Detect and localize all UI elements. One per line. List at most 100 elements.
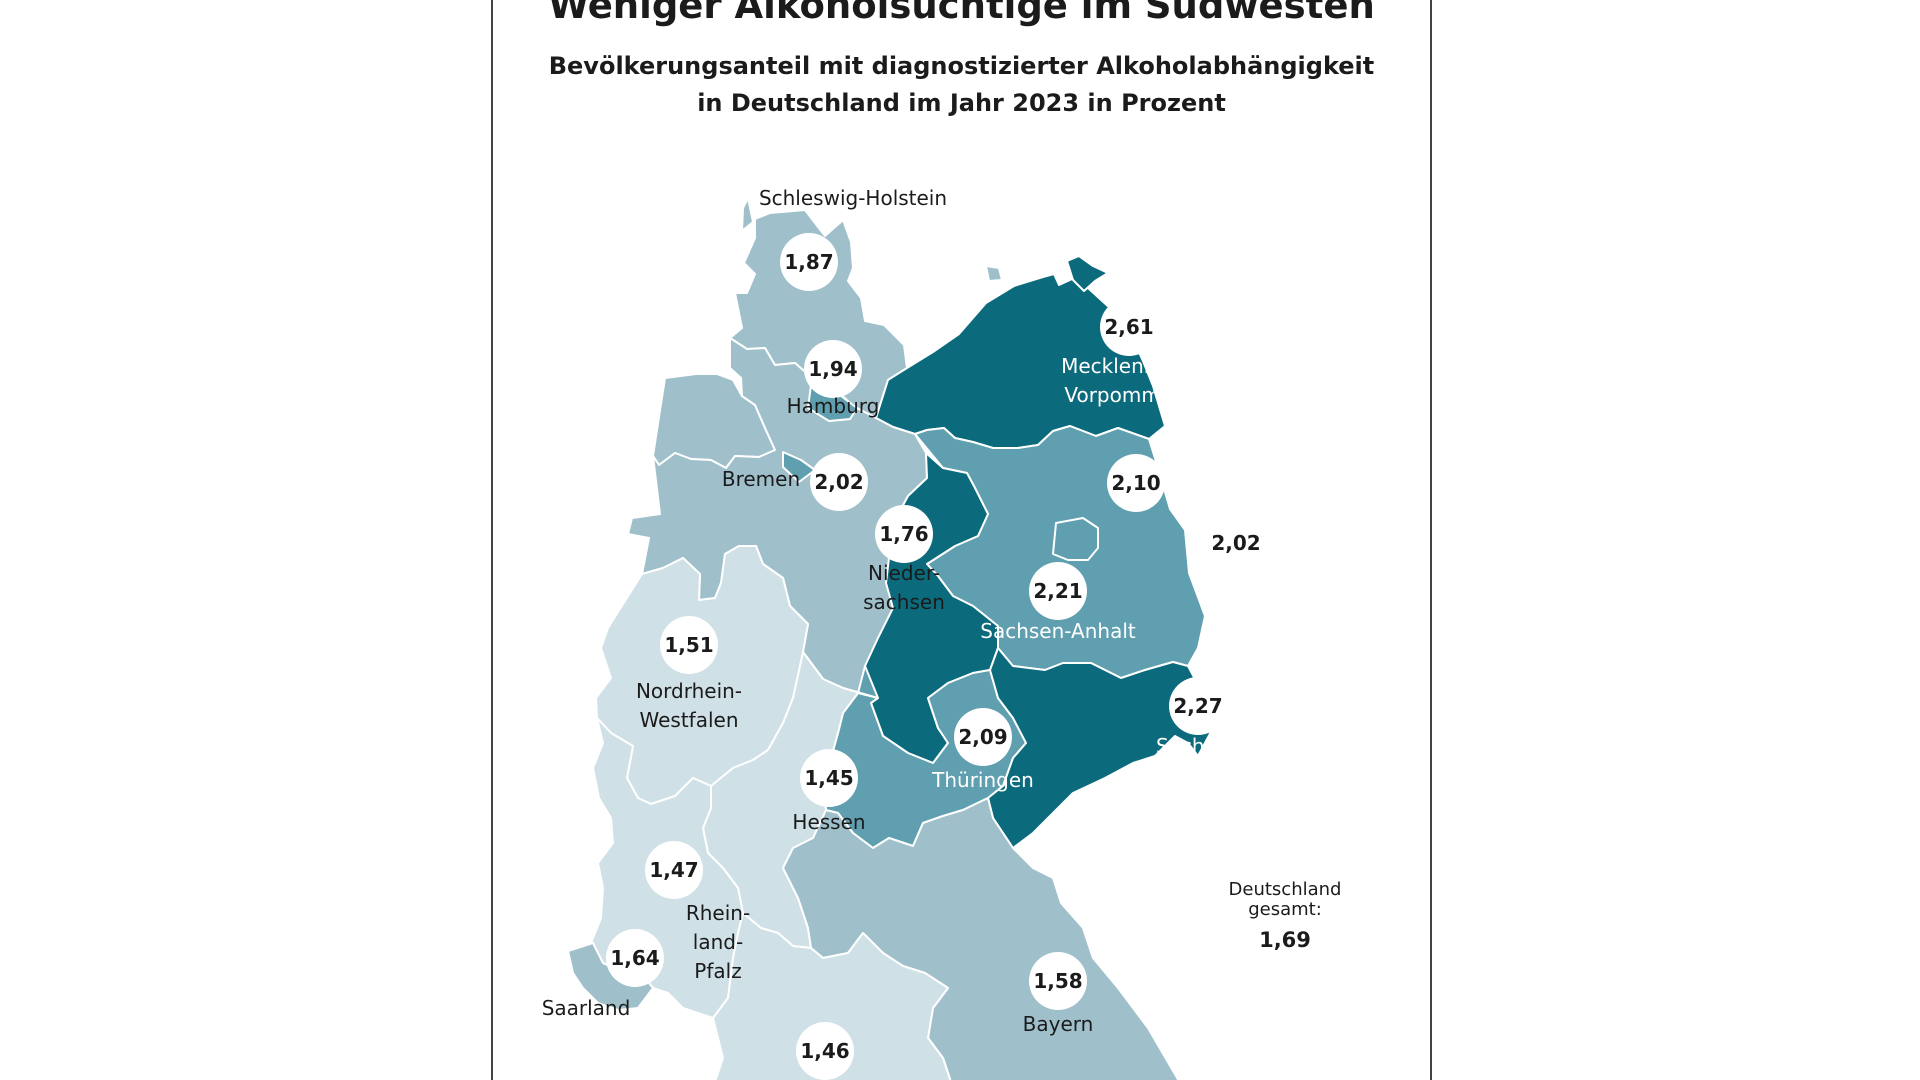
state-label-hamburg: Hamburg xyxy=(787,394,880,418)
value-text: 2,27 xyxy=(1173,694,1222,718)
state-label-thueringen: Thüringen xyxy=(931,768,1034,792)
value-badge-niedersachsen: 1,76 xyxy=(875,505,933,563)
region-schleswig-island xyxy=(741,197,754,232)
value-text: 1,64 xyxy=(610,946,659,970)
value-badge-hamburg: 1,94 xyxy=(804,340,862,398)
state-label-line: Sachsen xyxy=(1156,734,1240,758)
value-text: 1,94 xyxy=(808,357,857,381)
state-label-line: land- xyxy=(693,930,743,954)
state-label-line: Berlin xyxy=(1207,572,1265,596)
value-badge-mecklenburg-vorpommern: 2,61 xyxy=(1100,298,1158,356)
value-text: 1,47 xyxy=(649,858,698,882)
region-berlin xyxy=(1052,517,1099,561)
value-badge-sachsen-anhalt: 2,21 xyxy=(1029,562,1087,620)
value-text: 1,58 xyxy=(1033,969,1082,993)
value-text: 1,46 xyxy=(800,1039,849,1063)
value-badge-circle xyxy=(800,749,858,807)
state-label-sachsen-anhalt: Sachsen-Anhalt xyxy=(980,619,1136,643)
value-text: 2,02 xyxy=(1211,531,1260,555)
value-badge-thueringen: 2,09 xyxy=(954,708,1012,766)
value-badge-circle xyxy=(810,453,868,511)
value-badge-circle xyxy=(606,929,664,987)
value-text: 1,45 xyxy=(804,766,853,790)
region-fehmarn xyxy=(985,265,1003,282)
state-label-line: Bayern xyxy=(1023,1012,1094,1036)
value-text: 1,76 xyxy=(879,522,928,546)
state-label-line: Rhein- xyxy=(686,901,750,925)
value-badge-circle xyxy=(1169,677,1227,735)
value-badge-sachsen: 2,27 xyxy=(1169,677,1227,735)
value-badge-schleswig-holstein: 1,87 xyxy=(780,233,838,291)
state-label-line: Vorpommern xyxy=(1064,383,1193,407)
state-label-line: Nordrhein- xyxy=(636,679,742,703)
state-label-line: Pfalz xyxy=(694,959,741,983)
region-ruegen xyxy=(1066,255,1109,292)
value-badge-saarland: 1,64 xyxy=(606,929,664,987)
region-sachsen xyxy=(987,647,1222,849)
state-label-brandenburg: Brandenburg xyxy=(1161,466,1292,490)
state-label-niedersachsen: Nieder-sachsen xyxy=(863,561,945,614)
value-badge-circle xyxy=(780,233,838,291)
state-label-bayern: Bayern xyxy=(1023,1012,1094,1036)
state-label-line: Hessen xyxy=(792,810,865,834)
value-badge-circle xyxy=(1207,514,1265,572)
state-label-line: Nieder- xyxy=(868,561,940,585)
value-badge-berlin: 2,02 xyxy=(1207,514,1265,572)
value-badge-circle xyxy=(1029,562,1087,620)
value-badge-circle xyxy=(804,340,862,398)
region-baden-wuerttemberg xyxy=(712,912,952,1080)
region-saarland xyxy=(567,942,654,1011)
state-label-line: Sachsen-Anhalt xyxy=(980,619,1136,643)
chart-title: Weniger Alkoholsüchtige im Südwesten xyxy=(548,0,1375,27)
value-text: 2,02 xyxy=(814,470,863,494)
state-label-line: sachsen xyxy=(863,590,945,614)
value-badge-hessen: 1,45 xyxy=(800,749,858,807)
value-badge-nordrhein-westfalen: 1,51 xyxy=(660,616,718,674)
value-badge-circle xyxy=(645,841,703,899)
state-label-line: Mecklenburg- xyxy=(1061,354,1197,378)
state-label-line: Brandenburg xyxy=(1161,466,1292,490)
value-badge-circle xyxy=(796,1022,854,1080)
chart-subtitle-line-2: in Deutschland im Jahr 2023 in Prozent xyxy=(697,89,1226,117)
state-label-line: Westfalen xyxy=(639,708,738,732)
total-block: Deutschland gesamt: 1,69 xyxy=(1215,879,1355,953)
state-label-schleswig-holstein: Schleswig-Holstein xyxy=(759,186,947,210)
value-badge-rheinland-pfalz: 1,47 xyxy=(645,841,703,899)
state-label-bremen: Bremen xyxy=(722,467,800,491)
total-value: 1,69 xyxy=(1259,928,1311,952)
value-text: 2,61 xyxy=(1104,315,1153,339)
infographic-frame: Weniger Alkoholsüchtige im Südwesten Bev… xyxy=(491,0,1432,1080)
value-badge-circle xyxy=(1100,298,1158,356)
value-text: 2,10 xyxy=(1111,471,1160,495)
value-text: 1,51 xyxy=(664,633,713,657)
state-label-hessen: Hessen xyxy=(792,810,865,834)
value-text: 2,09 xyxy=(958,725,1007,749)
value-badge-brandenburg: 2,10 xyxy=(1107,454,1165,512)
value-badge-circle xyxy=(875,505,933,563)
germany-map: 1,87 1,94 2,61 2,02 1,76 2,10 2,02 2,21 1,51 2,27… xyxy=(542,186,1292,1080)
value-badge-circle xyxy=(1029,952,1087,1010)
state-label-rheinland-pfalz: Rhein-land- Pfalz xyxy=(686,901,750,983)
region-bremen-city xyxy=(782,451,816,483)
state-label-sachsen: Sachsen xyxy=(1156,734,1240,758)
value-badge-circle xyxy=(954,708,1012,766)
state-label-line: Thüringen xyxy=(931,768,1034,792)
state-label-mecklenburg-vorpommern: Mecklenburg- Vorpommern xyxy=(1061,354,1197,407)
state-label-line: Saarland xyxy=(542,996,631,1020)
state-label-line: Hamburg xyxy=(787,394,880,418)
value-text: 1,87 xyxy=(784,250,833,274)
chart-subtitle-line-1: Bevölkerungsanteil mit diagnostizierter … xyxy=(548,52,1375,80)
total-label: Deutschland gesamt: xyxy=(1228,879,1342,920)
state-label-saarland: Saarland xyxy=(542,996,631,1020)
value-badge-circle xyxy=(660,616,718,674)
value-badge-bayern: 1,58 xyxy=(1029,952,1087,1010)
state-label-berlin: Berlin xyxy=(1207,572,1265,596)
state-label-line: Schleswig-Holstein xyxy=(759,186,947,210)
value-text: 2,21 xyxy=(1033,579,1082,603)
state-label-line: Bremen xyxy=(722,467,800,491)
value-badge-bremen: 2,02 xyxy=(810,453,868,511)
value-badge-circle xyxy=(1107,454,1165,512)
value-badge-baden-wuerttemberg: 1,46 xyxy=(796,1022,854,1080)
state-label-nordrhein-westfalen: Nordrhein- Westfalen xyxy=(636,679,742,732)
